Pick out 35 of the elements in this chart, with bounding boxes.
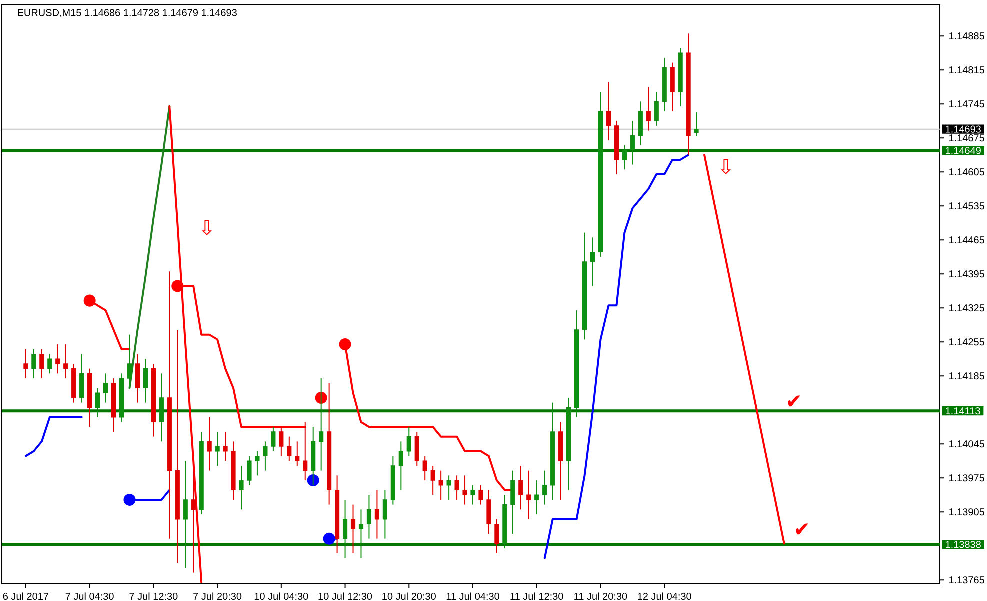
annotation: ✔ <box>788 396 800 407</box>
x-tick-label: 12 Jul 04:30 <box>638 592 692 600</box>
y-tick-label: 1.14185 <box>949 372 984 380</box>
ref-line-label: 1.14693 <box>946 126 981 133</box>
y-tick-label: 1.14745 <box>949 100 984 108</box>
ref-line-label: 1.14113 <box>946 408 980 415</box>
y-tick-label: 1.14605 <box>949 168 984 176</box>
y-tick-label: 1.13765 <box>949 576 984 584</box>
annotation: ⇩ <box>721 159 731 175</box>
y-tick-label: 1.14465 <box>949 236 984 244</box>
y-tick-label: 1.14395 <box>949 270 984 278</box>
y-tick-label: 1.14815 <box>949 66 984 74</box>
y-tick-label: 1.14885 <box>949 32 984 40</box>
y-tick-label: 1.14045 <box>949 440 984 448</box>
ref-line-label: 1.13838 <box>946 541 981 548</box>
x-tick-label: 11 Jul 20:30 <box>574 592 628 600</box>
annotation: ✔ <box>796 524 808 535</box>
x-tick-label: 7 Jul 20:30 <box>194 592 242 600</box>
x-tick-label: 11 Jul 12:30 <box>510 592 564 600</box>
x-tick-label: 11 Jul 04:30 <box>446 592 500 600</box>
x-tick-label: 7 Jul 04:30 <box>66 592 114 600</box>
y-tick-label: 1.13975 <box>949 474 984 482</box>
y-tick-label: 1.14535 <box>949 202 984 210</box>
annotation: ⇩ <box>202 220 212 236</box>
x-tick-label: 10 Jul 04:30 <box>254 592 308 600</box>
y-tick-label: 1.13905 <box>949 508 984 516</box>
ref-line-label: 1.14649 <box>946 147 981 154</box>
chart-title: EURUSD,M15 1.14686 1.14728 1.14679 1.14693 <box>18 9 237 18</box>
x-tick-label: 6 Jul 2017 <box>3 592 49 600</box>
x-tick-label: 7 Jul 12:30 <box>130 592 178 600</box>
y-tick-label: 1.14255 <box>949 338 984 346</box>
x-tick-label: 10 Jul 12:30 <box>318 592 372 600</box>
y-tick-label: 1.14325 <box>949 304 984 312</box>
x-tick-label: 10 Jul 20:30 <box>382 592 436 600</box>
y-tick-label: 1.14675 <box>949 134 984 142</box>
